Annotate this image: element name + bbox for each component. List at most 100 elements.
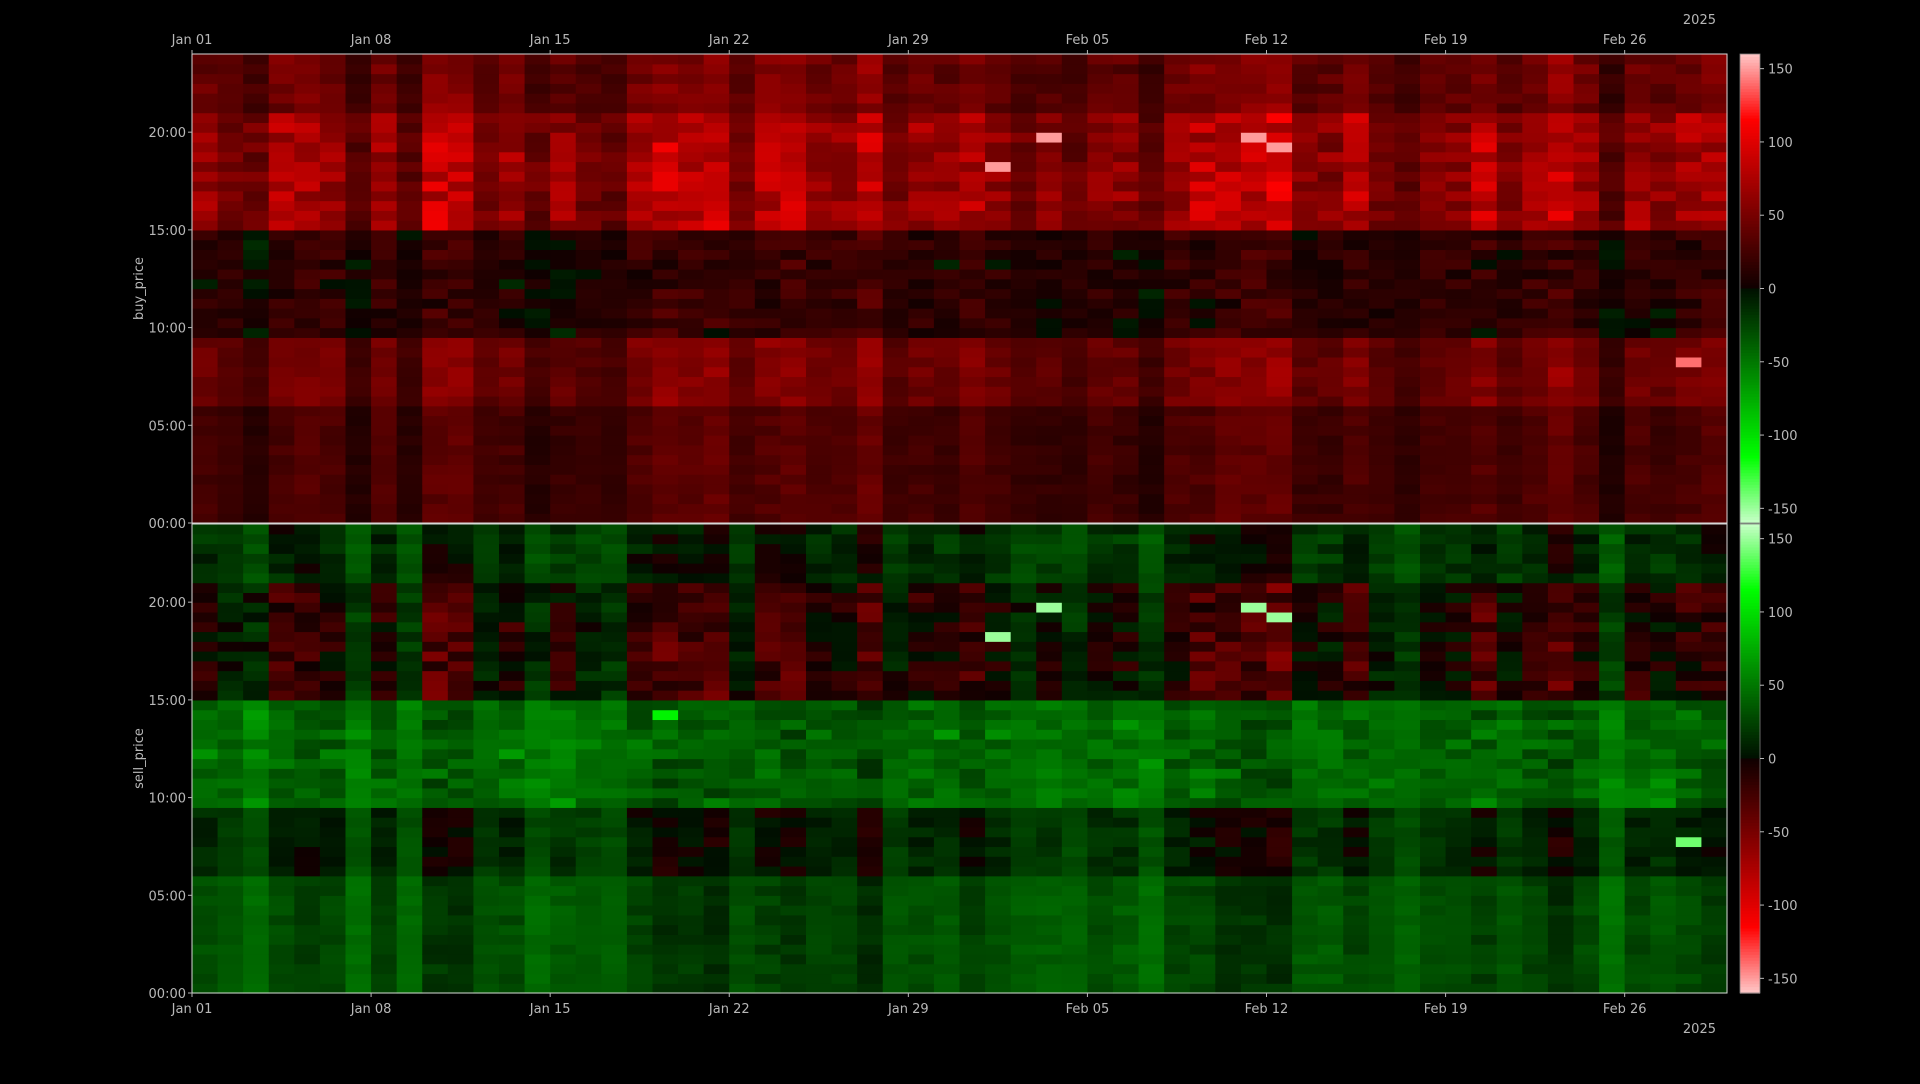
heat-cell <box>729 317 756 329</box>
heat-cell <box>243 444 270 456</box>
heat-cell <box>268 405 295 417</box>
heat-cell <box>243 435 270 446</box>
heat-cell <box>447 298 475 309</box>
heat-cell <box>626 611 654 623</box>
heat-cell <box>729 356 756 368</box>
heat-cell <box>575 934 602 945</box>
heat-cell <box>268 621 295 633</box>
heat-cell <box>1368 317 1396 329</box>
heat-cell <box>345 924 372 935</box>
heat-cell <box>1164 914 1191 926</box>
heat-cell <box>243 914 270 926</box>
heat-cell <box>396 513 423 524</box>
heat-cell <box>217 190 244 202</box>
heat-cell <box>1547 220 1575 231</box>
heat-cell <box>1240 895 1268 906</box>
heat-cell <box>1061 787 1089 799</box>
heat-cell <box>524 513 551 524</box>
heat-cell <box>1215 366 1242 378</box>
heat-cell <box>371 719 398 730</box>
heat-cell <box>1522 308 1549 319</box>
heat-cell <box>1292 690 1319 701</box>
heat-cell <box>447 239 475 251</box>
heat-cell <box>1701 435 1728 446</box>
heat-cell <box>1317 464 1344 475</box>
heat-cell <box>1113 171 1140 182</box>
heat-cell <box>319 944 347 955</box>
heat-cell <box>1164 856 1191 867</box>
heat-cell <box>1164 836 1191 848</box>
heat-cell <box>985 905 1012 916</box>
heat-cell <box>192 748 219 760</box>
heat-cell <box>1113 865 1140 877</box>
heat-cell <box>1240 190 1268 202</box>
heat-cell <box>1010 807 1037 818</box>
heat-cell <box>780 444 807 456</box>
heat-cell <box>268 259 295 270</box>
heat-cell <box>806 317 833 329</box>
heat-cell <box>831 454 858 465</box>
heat-cell <box>473 454 500 465</box>
heat-cell <box>985 856 1012 867</box>
heat-cell <box>345 709 372 721</box>
heat-cell <box>345 239 372 251</box>
heat-cell <box>857 944 884 955</box>
heat-cell <box>1599 73 1626 84</box>
heat-cell <box>1036 944 1063 955</box>
heat-cell <box>1675 151 1703 163</box>
heat-cell <box>1189 563 1216 574</box>
heat-cell <box>959 395 986 407</box>
heat-cell <box>1138 464 1165 475</box>
heat-cell <box>319 474 347 485</box>
heat-cell <box>294 435 321 446</box>
heat-cell <box>217 366 244 378</box>
heat-cell <box>678 317 705 329</box>
heat-cell <box>1496 122 1523 133</box>
heat-cell <box>806 953 833 965</box>
heat-cell <box>780 963 807 975</box>
heat-cell <box>1240 493 1268 505</box>
heat-cell <box>908 444 935 456</box>
heat-cell <box>1496 249 1523 260</box>
heat-cell <box>678 778 705 789</box>
heat-cell <box>1547 513 1575 524</box>
heat-cell <box>1010 738 1037 750</box>
heat-cell <box>294 308 321 319</box>
heat-cell <box>1087 826 1114 838</box>
heat-cell <box>933 680 961 691</box>
heat-cell <box>729 611 756 623</box>
heat-cell <box>908 963 935 975</box>
heat-cell <box>499 836 526 848</box>
heat-cell <box>1010 386 1037 397</box>
heat-cell <box>1292 582 1319 593</box>
heat-cell <box>192 259 219 270</box>
heat-cell <box>652 493 679 505</box>
heat-cell <box>1189 454 1216 465</box>
heat-cell <box>1266 709 1293 721</box>
heat-cell <box>754 474 782 485</box>
heat-cell <box>550 356 577 368</box>
heat-cell <box>754 738 782 750</box>
heat-cell <box>499 483 526 495</box>
heat-cell <box>1087 709 1114 721</box>
heat-cell <box>908 63 935 75</box>
heat-cell <box>959 220 986 231</box>
heat-cell <box>1317 376 1344 387</box>
heat-cell <box>499 317 526 329</box>
heat-cell <box>806 856 833 867</box>
heat-cell <box>1164 611 1191 623</box>
heat-cell <box>1394 73 1421 84</box>
heat-cell <box>1420 308 1447 319</box>
heat-cell <box>1573 181 1600 192</box>
heat-cell <box>1087 327 1114 338</box>
heat-cell <box>422 797 449 808</box>
heat-cell <box>1240 553 1268 564</box>
heat-cell <box>524 836 551 848</box>
heat-cell <box>806 934 833 945</box>
heat-cell <box>243 836 270 848</box>
heat-cell <box>243 748 270 760</box>
heat-cell <box>447 914 475 926</box>
heat-cell <box>933 356 961 368</box>
heat-cell <box>524 817 551 828</box>
heat-cell <box>371 934 398 945</box>
